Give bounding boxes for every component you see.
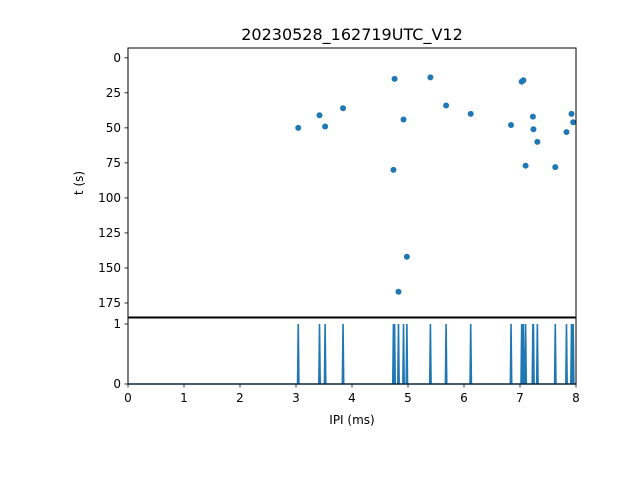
spike-x-tick-label: 0 (124, 391, 132, 405)
scatter-axes: 0 25 50 75 100 125 150 175 t (s) (72, 47, 577, 318)
spike-x-tick-label: 5 (404, 391, 412, 405)
scatter-point (427, 74, 434, 81)
scatter-y-tick-label: 0 (113, 51, 121, 65)
scatter-point (340, 105, 347, 112)
scatter-y-axis-label: t (s) (72, 171, 86, 195)
scatter-point (400, 116, 407, 123)
scatter-point (508, 122, 515, 129)
scatter-point (534, 138, 541, 145)
scatter-point (443, 102, 450, 109)
scatter-points (295, 74, 577, 295)
spike-axes-frame (127, 317, 577, 385)
scatter-point (295, 124, 302, 131)
scatter-point (522, 162, 529, 169)
scatter-point (568, 110, 575, 117)
scatter-point (563, 129, 570, 136)
spike-series-line (128, 323, 576, 385)
chart-title: 20230528_162719UTC_V12 (241, 25, 463, 45)
scatter-point (322, 123, 329, 130)
scatter-point (395, 288, 402, 295)
spike-y-tick-label: 1 (113, 317, 121, 331)
scatter-point (529, 113, 536, 120)
scatter-y-tick-label: 50 (106, 121, 121, 135)
scatter-y-tick-label: 75 (106, 156, 121, 170)
scatter-point (552, 164, 559, 171)
scatter-point (391, 75, 398, 82)
scatter-y-tick-label: 150 (98, 261, 121, 275)
scatter-point (530, 126, 537, 133)
spike-x-tick-label: 1 (180, 391, 188, 405)
spike-x-tick-label: 4 (348, 391, 356, 405)
scatter-y-tick-label: 175 (98, 296, 121, 310)
scatter-point (403, 253, 410, 260)
scatter-point (570, 119, 577, 126)
spike-y-tick-label: 0 (113, 377, 121, 391)
scatter-axes-frame (127, 47, 577, 318)
spike-x-ticks: 0 1 2 3 4 5 6 7 8 (124, 384, 580, 405)
scatter-y-tick-label: 100 (98, 191, 121, 205)
spike-x-tick-label: 7 (516, 391, 524, 405)
scatter-point (520, 77, 527, 84)
scatter-y-ticks: 0 25 50 75 100 125 150 175 (98, 51, 128, 310)
scatter-y-tick-label: 25 (106, 86, 121, 100)
spike-x-tick-label: 6 (460, 391, 468, 405)
scatter-point (316, 112, 323, 119)
spike-x-tick-label: 3 (292, 391, 300, 405)
spike-x-tick-label: 2 (236, 391, 244, 405)
scatter-point (390, 166, 397, 173)
spike-x-axis-label: IPI (ms) (329, 413, 374, 427)
scatter-point (467, 110, 474, 117)
spike-x-tick-label: 8 (572, 391, 580, 405)
spike-y-ticks: 01 (113, 317, 128, 391)
scatter-y-tick-label: 125 (98, 226, 121, 240)
